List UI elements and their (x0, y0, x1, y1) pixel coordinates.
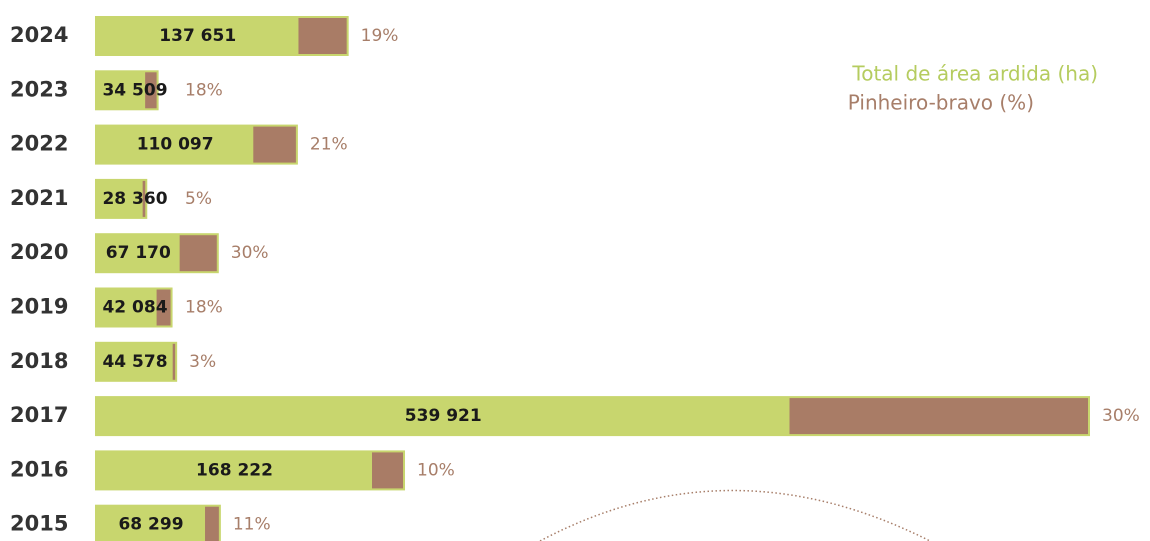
year-label: 2016 (10, 457, 68, 481)
value-label: 68 299 (118, 515, 183, 535)
percent-label: 18% (185, 298, 223, 318)
bar-segment (142, 180, 146, 217)
legend-entry: Pinheiro-bravo (%) (848, 91, 1034, 115)
bar-segment (172, 343, 176, 380)
value-label: 137 651 (159, 26, 236, 46)
percent-label: 19% (361, 26, 399, 46)
bar-segment (205, 506, 219, 541)
percent-label: 30% (1102, 406, 1140, 426)
year-label: 2018 (10, 349, 68, 373)
bar (95, 178, 148, 219)
year-label: 2021 (10, 186, 68, 210)
value-label: 42 084 (102, 298, 167, 318)
value-label: 110 097 (137, 135, 214, 155)
year-label: 2017 (10, 403, 68, 427)
percent-label: 10% (417, 460, 455, 480)
value-label: 168 222 (196, 460, 273, 480)
bar-segment (156, 289, 171, 326)
year-label: 2020 (10, 240, 68, 264)
legend-entry: Total de área ardida (ha) (851, 62, 1098, 86)
bar-segment (179, 235, 217, 272)
value-label: 28 360 (102, 189, 167, 209)
value-label: 44 578 (102, 352, 167, 372)
percent-label: 30% (231, 243, 269, 263)
percent-label: 3% (189, 352, 216, 372)
year-label: 2024 (10, 23, 68, 47)
bar-segment (253, 126, 296, 163)
bar (95, 341, 178, 382)
decor-arc (539, 489, 931, 541)
year-label: 2022 (10, 132, 68, 156)
year-label: 2019 (10, 295, 68, 319)
value-label: 539 921 (405, 406, 482, 426)
bar-segment (298, 18, 347, 54)
bar (95, 450, 406, 491)
percent-label: 21% (310, 135, 348, 155)
percent-label: 5% (185, 189, 212, 209)
year-label: 2015 (10, 512, 68, 536)
bar-segment (145, 72, 157, 109)
value-label: 67 170 (106, 243, 171, 263)
value-label: 34 509 (102, 80, 167, 100)
year-label: 2023 (10, 77, 68, 101)
bar (95, 504, 221, 541)
percent-label: 18% (185, 80, 223, 100)
bar-segment (372, 452, 404, 489)
percent-label: 11% (233, 515, 271, 535)
bar-segment (789, 398, 1088, 435)
